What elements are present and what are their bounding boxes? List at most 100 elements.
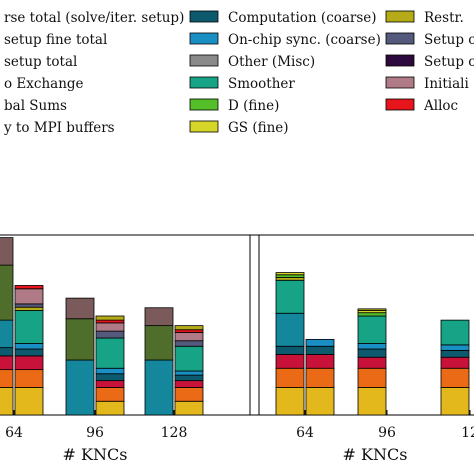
x-tick-label: 128 (161, 425, 188, 441)
bar-segment (305, 338, 335, 347)
legend-label: Alloc (423, 98, 458, 114)
legend-swatch (385, 54, 415, 67)
bar-segment (95, 330, 125, 339)
legend-swatch (189, 10, 219, 23)
bar-segment (440, 356, 470, 369)
chart-panel-right: 64 96 12 # KNCs (249, 234, 474, 464)
x-axis-label-right: # KNCs (343, 445, 408, 464)
x-tick-label: 96 (378, 425, 396, 441)
bar-segment (440, 367, 470, 388)
bar-segment (14, 343, 44, 350)
ticks-left: 64 96 128 (5, 410, 187, 441)
bar-segment (0, 319, 14, 349)
bar-segment (275, 274, 305, 278)
bar-segment (65, 359, 95, 416)
bar-segment (95, 367, 125, 375)
bar-segment (174, 340, 204, 347)
bar-segment (0, 355, 14, 371)
legend-label: On-chip sync. (coarse) (228, 32, 381, 48)
bar-segment (14, 285, 44, 290)
legend-label: setup total (4, 54, 77, 70)
x-tick-label: 12 (461, 425, 474, 441)
legend-swatch (385, 76, 415, 89)
bar-segment (305, 387, 335, 416)
bar-segment (357, 308, 387, 311)
plot-frame-left (0, 234, 260, 416)
bar-segment (305, 345, 335, 355)
legend-label: setup fine total (4, 32, 107, 48)
bar-segment (0, 369, 14, 388)
legend-label: Restr. (424, 10, 464, 26)
bar-segment (144, 359, 174, 416)
legend-swatch (189, 120, 219, 133)
x-tick-label: 64 (5, 425, 23, 441)
legend-label: rse total (solve/iter. setup) (4, 10, 184, 26)
legend-swatch (189, 54, 219, 67)
bar-segment (440, 344, 470, 351)
legend-swatch (385, 10, 415, 23)
x-tick-label: 96 (86, 425, 104, 441)
bar-segment (275, 367, 305, 388)
bar-segment (65, 318, 95, 361)
bar-segment (357, 387, 387, 416)
bar-segment (65, 297, 95, 320)
bar-segment (305, 354, 335, 369)
bar-segment (357, 348, 387, 358)
bar-segment (275, 354, 305, 369)
bar-segment (144, 325, 174, 361)
bar-segment (95, 315, 125, 321)
bar-segment (0, 387, 14, 416)
x-tick-label: 64 (296, 425, 314, 441)
bar-segment (14, 387, 44, 416)
legend-label: Other (Misc) (228, 54, 315, 70)
bar-segment (357, 315, 387, 344)
legend-label: Setup c (424, 32, 474, 48)
bar-segment (0, 264, 14, 321)
bar-segment (14, 288, 44, 305)
bar-segment (174, 332, 204, 342)
bars-right (275, 272, 470, 416)
bar-segment (174, 329, 204, 333)
bar-segment (14, 310, 44, 344)
bar-segment (174, 400, 204, 416)
legend: rse total (solve/iter. setup) setup fine … (3, 10, 474, 136)
bar-segment (357, 356, 387, 369)
legend-swatch (189, 76, 219, 89)
bar-segment (357, 367, 387, 388)
bar-segment (0, 237, 14, 266)
bar-segment (14, 348, 44, 357)
chart-panel-left: 64 96 128 # KNCs (0, 234, 260, 464)
legend-label: Initiali (424, 76, 469, 92)
legend-label: D (fine) (228, 98, 279, 114)
legend-swatch (189, 32, 219, 45)
bar-segment (275, 279, 305, 314)
bar-segment (14, 355, 44, 371)
legend-label: GS (fine) (228, 120, 289, 136)
bar-segment (440, 349, 470, 358)
bar-segment (14, 306, 44, 311)
bar-segment (275, 312, 305, 347)
bar-segment (0, 347, 14, 357)
bar-segment (275, 272, 305, 276)
bar-segment (95, 319, 125, 324)
ticks-right: 64 96 12 (296, 410, 474, 441)
bar-segment (95, 322, 125, 332)
bar-segment (95, 337, 125, 369)
bar-segment (174, 380, 204, 388)
bar-segment (174, 374, 204, 382)
bar-segment (275, 345, 305, 355)
bar-segment (174, 345, 204, 372)
bar-segment (95, 400, 125, 416)
legend-swatch (385, 32, 415, 45)
bar-segment (357, 312, 387, 317)
legend-swatch (385, 98, 415, 111)
bar-segment (305, 367, 335, 388)
legend-label: Smoother (228, 76, 295, 92)
legend-swatch (189, 98, 219, 111)
bar-segment (95, 387, 125, 402)
bar-segment (95, 373, 125, 382)
legend-label: y to MPI buffers (3, 120, 115, 136)
bar-segment (174, 387, 204, 402)
legend-label: bal Sums (4, 98, 67, 114)
bar-segment (144, 307, 174, 327)
